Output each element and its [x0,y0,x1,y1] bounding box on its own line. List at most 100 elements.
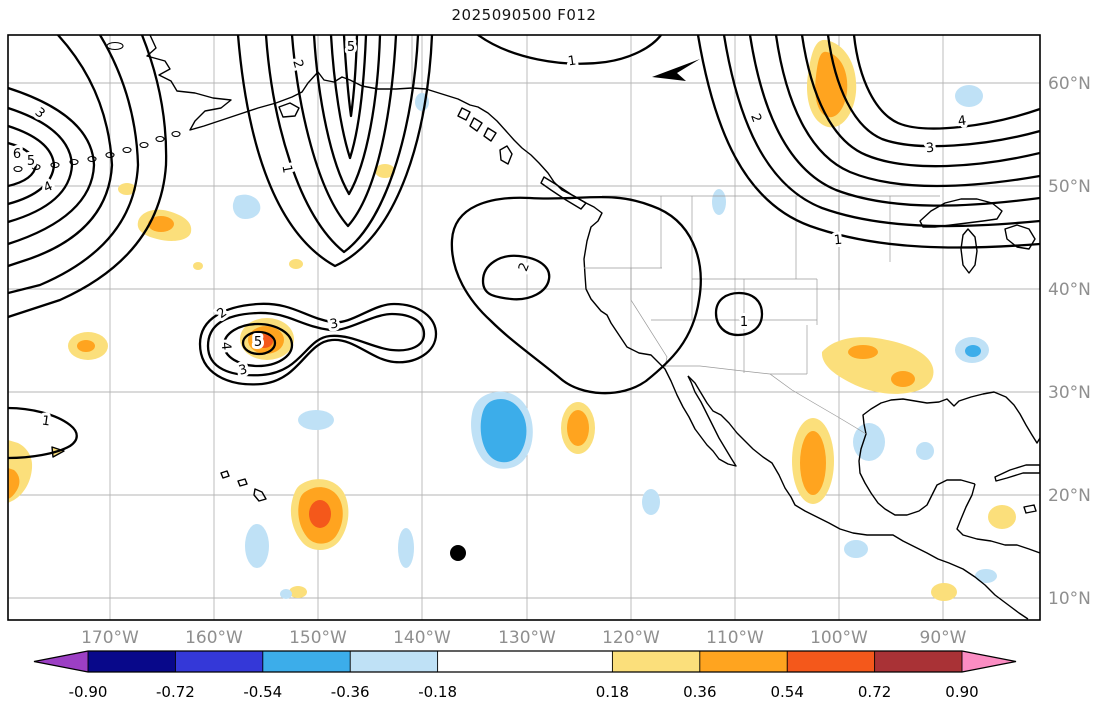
island-outline [278,102,300,118]
contour-line [198,302,438,386]
colorbar-over-arrow [962,651,1016,672]
anomaly-patch [280,589,292,599]
contour-line [8,406,78,460]
island-outline [499,145,513,165]
anomaly-patch [712,189,726,215]
contour-label: 1 [278,164,294,175]
y-tick-label: 60°N [1048,74,1091,94]
island-outline [122,146,132,154]
anomaly-patch [567,410,589,446]
contour-label: 3 [329,316,340,332]
y-tick-label: 20°N [1048,486,1091,506]
anomaly-patch [118,183,136,195]
anomaly-patch [975,569,997,583]
y-tick-label: 40°N [1048,280,1091,300]
contour-label: 1 [567,53,577,69]
positive-anomaly-moderate-layer [8,51,915,544]
contour-line [714,291,764,337]
anomaly-patch [800,431,826,495]
contour-line [51,446,65,458]
colorbar-tick-label: -0.36 [331,683,370,701]
colorbar-segment [874,651,962,672]
contour-label: 1 [740,315,748,330]
colorbar-segment [350,651,438,672]
coastline-path [858,391,1040,516]
contour-line [236,35,434,268]
contour-line [222,322,294,368]
figure-title: 2025090500 F012 [451,6,597,24]
contour-label: 4 [41,179,55,196]
contour-line [748,35,1040,207]
map-gridlines [8,35,1040,620]
colorbar-tick-label: 0.54 [770,683,803,701]
x-tick-label: 170°W [81,628,139,648]
negative-anomaly-strong-layer [480,345,981,463]
contour-line [329,35,368,160]
positive-anomaly-weak-layer [8,39,1016,601]
colorbar-tick-label: -0.72 [156,683,195,701]
contour-label: 4 [957,113,967,129]
anomaly-patch [77,340,95,352]
coastline-path [956,483,1040,554]
colorbar-segment [262,651,351,672]
contour-label: 2 [516,261,533,274]
colorbar-tick-label: 0.90 [945,683,978,701]
island-outline [13,165,23,173]
contour-line [8,35,168,319]
contour-line [241,330,277,356]
anomaly-patch [965,345,981,357]
anomaly-patch [232,194,261,219]
island-outline [69,158,79,166]
contour-line [8,35,114,268]
anomaly-patch [480,398,527,463]
colorbar-segment [88,651,176,672]
border-line [664,365,867,435]
coastline-path [687,375,1029,620]
contour-line [722,35,1040,228]
anomaly-patch [931,583,957,601]
axis-tick-labels: 170°W 160°W 150°W 140°W 130°W 120°W 110°W 100°W… [81,74,1091,648]
anomaly-shading-layer [8,39,1016,601]
y-tick-label: 50°N [1048,177,1091,197]
anomaly-patch [255,334,273,348]
contour-label: 2 [747,112,764,125]
anomaly-patch [193,262,203,270]
contour-line [696,35,1040,249]
colorbar-segment [699,651,788,672]
contour-label: 2 [289,58,306,70]
anomaly-patch [8,468,20,499]
contour-line [290,35,398,228]
x-tick-label: 90°W [920,628,967,648]
anomaly-patch [298,410,334,430]
colorbar-segment [612,651,700,672]
contour-label: 4 [218,341,234,351]
contour-line [774,35,1040,188]
contour-label: 1 [41,413,51,429]
x-tick-label: 160°W [185,628,243,648]
coastlines [13,35,1040,620]
anomaly-patch [844,540,868,558]
anomaly-patch [815,51,848,118]
island-outline [139,141,149,149]
contour-label: 5 [347,40,355,55]
anomaly-patch [375,164,395,178]
y-tick-label: 10°N [1048,589,1091,609]
colorbar-under-arrow [34,651,88,672]
x-tick-label: 120°W [602,628,660,648]
anomaly-patch [642,489,660,515]
colorbar-tick-label: 0.72 [858,683,891,701]
contour-line [8,35,140,295]
anomaly-patch [398,528,414,568]
contour-line [206,311,426,377]
colorbar-tick-label: 0.36 [683,683,716,701]
coastline-path [146,35,737,467]
island-outline [220,470,267,502]
x-tick-label: 150°W [289,628,347,648]
x-tick-label: 130°W [498,628,556,648]
anomaly-patch [891,371,915,387]
contour-label: 5 [27,154,35,169]
contour-line [800,35,1040,168]
island-outline [457,107,497,142]
